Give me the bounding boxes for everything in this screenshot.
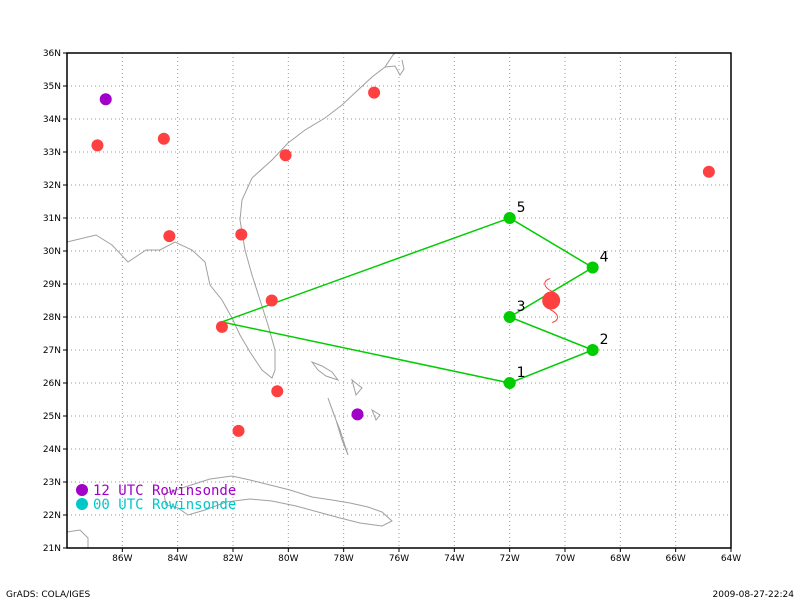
coastline <box>163 475 393 527</box>
coastline <box>310 360 340 381</box>
lat-tick-label: 23N <box>43 478 61 488</box>
legend-label-1: 12 UTC Rowinsonde <box>93 483 236 499</box>
coastline-layer <box>66 52 405 548</box>
waypoint-2-label: 2 <box>600 332 609 348</box>
coastline <box>327 397 349 456</box>
lat-tick-label: 24N <box>43 445 61 455</box>
storm-layer <box>542 278 561 323</box>
lon-tick-label: 84W <box>167 554 187 564</box>
lat-tick-label: 28N <box>43 313 61 323</box>
legend-marker-2 <box>76 498 88 510</box>
purple-station-marker <box>351 408 364 421</box>
lat-tick-label: 33N <box>43 148 61 158</box>
lat-tick-label: 25N <box>43 412 61 422</box>
red-station-marker <box>163 230 176 243</box>
lon-tick-label: 72W <box>499 554 519 564</box>
lon-tick-label: 78W <box>333 554 353 564</box>
footer-left-label: GrADS: COLA/IGES <box>6 590 90 600</box>
footer-right-timestamp: 2009-08-27-22:24 <box>713 590 795 600</box>
lat-tick-label: 31N <box>43 214 61 224</box>
lon-tick-label: 70W <box>555 554 575 564</box>
grid-layer <box>67 53 731 548</box>
lon-tick-label: 68W <box>610 554 630 564</box>
coastline <box>351 378 363 397</box>
waypoint-4-label: 4 <box>600 250 609 266</box>
tick-labels-layer: 86W 84W 82W 80W 78W 76W 74W 72W 70W 68W 66W 64W 21N 2… <box>43 49 741 564</box>
red-station-marker <box>368 86 381 99</box>
red-station-marker <box>215 320 228 333</box>
waypoint-1-label: 1 <box>517 365 526 381</box>
waypoint-5-marker <box>503 212 516 224</box>
hurricane-symbol <box>542 291 561 310</box>
lon-tick-label: 66W <box>665 554 685 564</box>
lat-tick-label: 22N <box>43 511 61 521</box>
lon-tick-label: 82W <box>223 554 243 564</box>
waypoint-5-label: 5 <box>517 200 526 216</box>
purple-station-marker <box>99 93 112 106</box>
red-station-marker <box>232 424 245 437</box>
coastline <box>384 59 405 76</box>
lat-tick-label: 36N <box>43 49 61 59</box>
lat-tick-label: 21N <box>43 544 61 554</box>
lon-tick-label: 76W <box>389 554 409 564</box>
legend-label-2: 00 UTC Rowinsonde <box>93 497 236 513</box>
red-station-marker <box>157 132 170 145</box>
station-layer <box>91 86 715 437</box>
red-station-marker <box>91 139 104 152</box>
lon-tick-label: 64W <box>721 554 741 564</box>
lon-tick-label: 80W <box>278 554 298 564</box>
red-station-marker <box>702 165 715 178</box>
waypoint-3-label: 3 <box>517 299 526 315</box>
coastline <box>66 52 396 379</box>
lon-tick-label: 74W <box>444 554 464 564</box>
lon-tick-label: 86W <box>112 554 132 564</box>
lat-tick-label: 35N <box>43 82 61 92</box>
coastline <box>66 529 89 548</box>
lat-tick-label: 27N <box>43 346 61 356</box>
flight-track-layer: 1 2 3 4 5 <box>221 200 609 389</box>
waypoint-1-marker <box>503 377 516 389</box>
lat-tick-label: 29N <box>43 280 61 290</box>
lat-tick-label: 26N <box>43 379 61 389</box>
hurricane-symbol-arm-top <box>544 278 553 292</box>
lat-tick-label: 32N <box>43 181 61 191</box>
legend-marker-1 <box>76 484 88 496</box>
red-station-marker <box>235 228 248 241</box>
waypoint-4-marker <box>586 261 599 274</box>
red-station-marker <box>271 385 284 398</box>
waypoint-2-marker <box>586 344 599 356</box>
coastline <box>370 408 381 421</box>
waypoint-3-marker <box>503 311 516 323</box>
lat-tick-label: 34N <box>43 115 61 125</box>
lat-tick-label: 30N <box>43 247 61 257</box>
hurricane-symbol-arm-bottom <box>549 309 559 323</box>
red-station-marker <box>265 294 278 307</box>
red-station-marker <box>279 149 292 162</box>
